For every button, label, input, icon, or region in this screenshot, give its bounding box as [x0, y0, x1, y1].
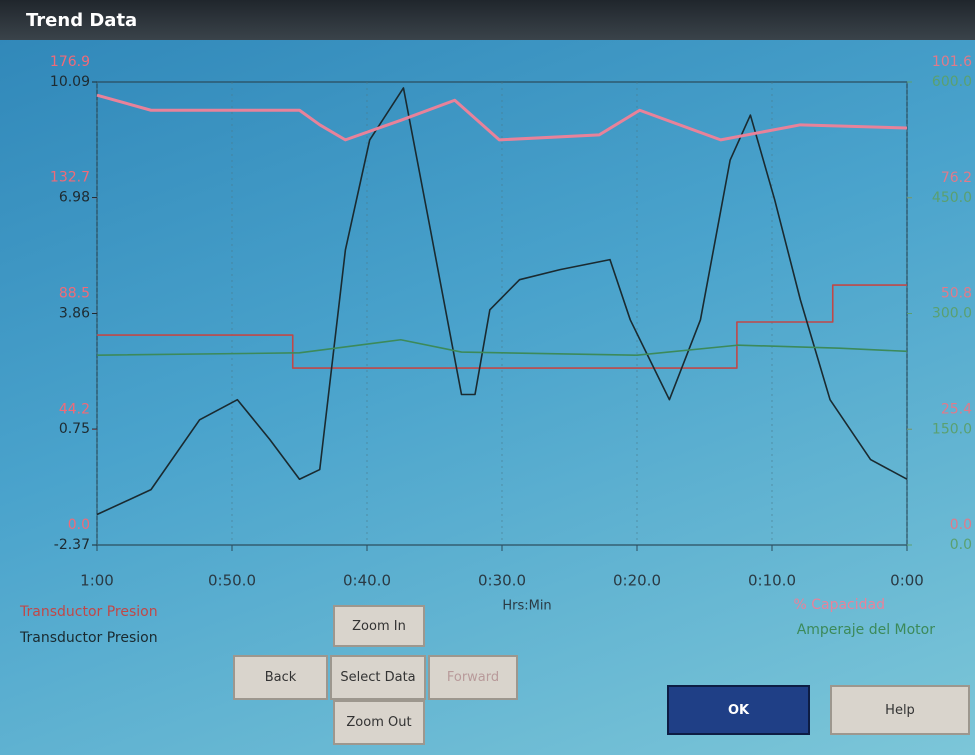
y-tick-label: 176.9: [50, 54, 90, 70]
y-tick-label: 10.09: [50, 74, 90, 90]
y-tick-label: 450.0: [932, 190, 972, 206]
x-tick-label: 0:30.0: [478, 572, 526, 590]
legend-entry: Amperaje del Motor: [797, 622, 936, 638]
x-tick-label: 0:00: [890, 572, 924, 590]
y-tick-label: 0.0: [950, 517, 972, 533]
button[interactable]: Help: [830, 685, 970, 735]
x-tick-label: 0:10.0: [748, 572, 796, 590]
y-tick-label: 76.2: [941, 170, 972, 186]
button[interactable]: Zoom In: [333, 605, 425, 647]
y-tick-label: 3.86: [59, 306, 90, 322]
y-tick-label: 0.0: [68, 517, 90, 533]
button[interactable]: Back: [233, 655, 328, 700]
y-tick-label: 600.0: [932, 74, 972, 90]
trend-window: Trend Data 1:00 0:50.0 0:40.0 0:30.0 0:20.0 0…: [0, 0, 975, 755]
legend-entry: Transductor Presion: [19, 630, 158, 646]
y-tick-label: -2.37: [54, 537, 90, 553]
button[interactable]: Select Data: [330, 655, 426, 700]
x-tick-label: 0:40.0: [343, 572, 391, 590]
y-tick-label: 44.2: [59, 401, 90, 417]
button[interactable]: Forward: [428, 655, 518, 700]
title-bar: Trend Data: [0, 0, 975, 40]
y-tick-label: 0.75: [59, 421, 90, 437]
plot-frame: [97, 82, 907, 545]
button[interactable]: OK: [667, 685, 810, 735]
x-tick-label: 0:20.0: [613, 572, 661, 590]
y-tick-label: 101.6: [932, 54, 972, 70]
y-tick-label: 0.0: [950, 537, 972, 553]
y-tick-label: 132.7: [50, 170, 90, 186]
y-tick-label: 50.8: [941, 286, 972, 302]
x-tick-label: 0:50.0: [208, 572, 256, 590]
y-tick-label: 6.98: [59, 190, 90, 206]
legend-entry: Transductor Presion: [19, 604, 158, 620]
x-axis-label: Hrs:Min: [502, 599, 551, 614]
window-title: Trend Data: [26, 10, 137, 31]
series-line: [97, 88, 907, 515]
legend-entry: % Capacidad: [793, 597, 885, 613]
button[interactable]: Zoom Out: [333, 700, 425, 745]
y-tick-label: 25.4: [941, 401, 972, 417]
chart: 1:00 0:50.0 0:40.0 0:30.0 0:20.0 0:10.0 0:00 Hr…: [0, 40, 975, 720]
y-tick-label: 300.0: [932, 306, 972, 322]
y-tick-label: 150.0: [932, 421, 972, 437]
y-tick-label: 88.5: [59, 285, 90, 301]
x-tick-label: 1:00: [80, 572, 114, 590]
